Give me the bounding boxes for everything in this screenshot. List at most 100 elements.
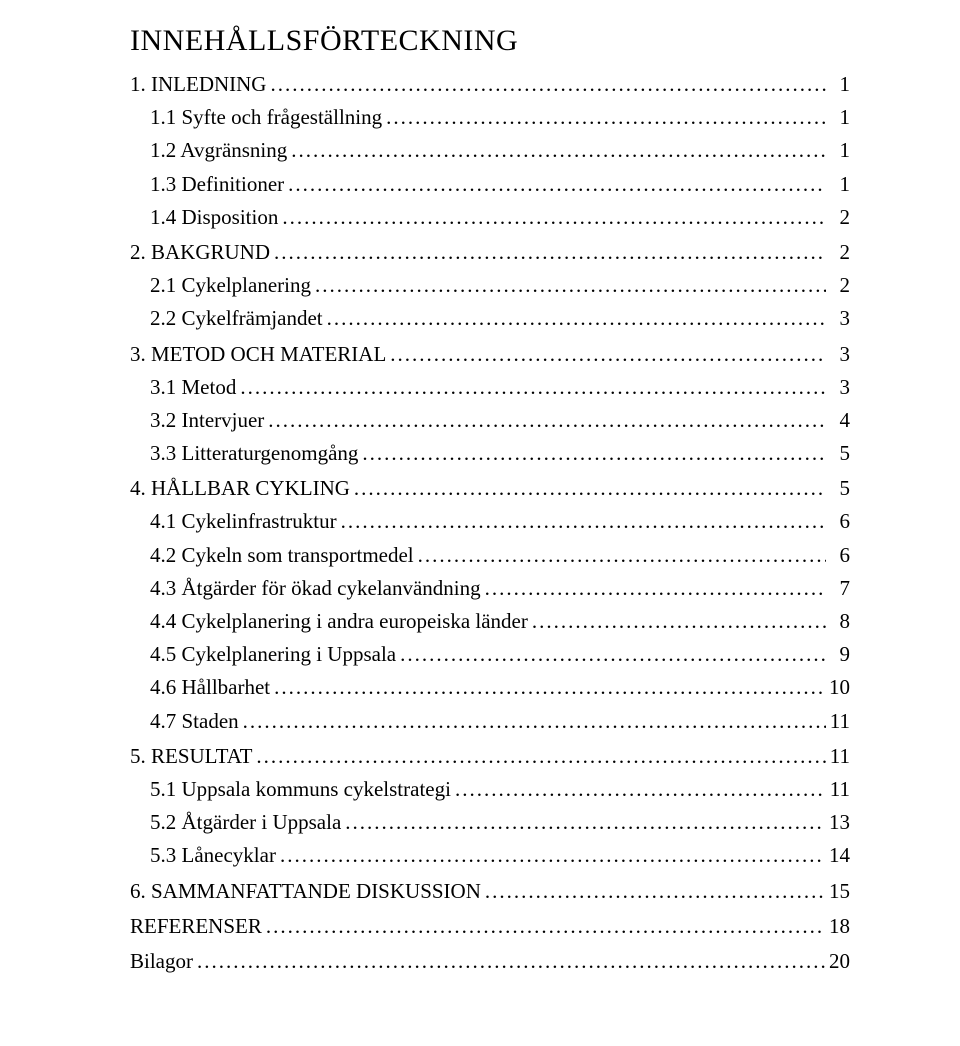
toc-entry-label: 1. INLEDNING [130, 72, 266, 97]
toc-entry[interactable]: REFERENSER 18 [130, 914, 850, 939]
toc-entry-label: 4.2 Cykeln som transportmedel [150, 543, 414, 568]
toc-entry-page: 1 [830, 105, 850, 130]
toc-entry[interactable]: 4.7 Staden 11 [130, 709, 850, 734]
toc-entry-label: 1.4 Disposition [150, 205, 278, 230]
toc-entry-page: 5 [830, 441, 850, 466]
toc-entry-label: 5. RESULTAT [130, 744, 252, 769]
toc-entry-label: 3.2 Intervjuer [150, 408, 264, 433]
toc-entry-page: 3 [830, 375, 850, 400]
toc-entry-page: 18 [829, 914, 850, 939]
toc-entry-label: 5.3 Lånecyklar [150, 843, 276, 868]
toc-entry-page: 14 [829, 843, 850, 868]
toc-entry-label: 1.2 Avgränsning [150, 138, 287, 163]
toc-leader-dots [291, 138, 826, 163]
toc-entry[interactable]: Bilagor 20 [130, 949, 850, 974]
toc-entry-label: 5.1 Uppsala kommuns cykelstrategi [150, 777, 451, 802]
toc-entry-label: 4.7 Staden [150, 709, 239, 734]
toc-entry-page: 6 [830, 509, 850, 534]
toc-leader-dots [532, 609, 826, 634]
toc-leader-dots [268, 408, 826, 433]
toc-entry[interactable]: 1.4 Disposition2 [130, 205, 850, 230]
toc-leader-dots [327, 306, 826, 331]
toc-entry-page: 9 [830, 642, 850, 667]
toc-entry[interactable]: 4.2 Cykeln som transportmedel 6 [130, 543, 850, 568]
toc-entry[interactable]: 4. HÅLLBAR CYKLING 5 [130, 476, 850, 501]
toc-leader-dots [270, 72, 826, 97]
toc-leader-dots [282, 205, 826, 230]
toc-entry[interactable]: 5. RESULTAT 11 [130, 744, 850, 769]
toc-leader-dots [455, 777, 826, 802]
toc-entry-label: 4.3 Åtgärder för ökad cykelanvändning [150, 576, 481, 601]
toc-entry[interactable]: 3.1 Metod 3 [130, 375, 850, 400]
toc-entry-page: 20 [829, 949, 850, 974]
toc-entry[interactable]: 2. BAKGRUND 2 [130, 240, 850, 265]
toc-entry-label: 3. METOD OCH MATERIAL [130, 342, 386, 367]
toc-entry[interactable]: 4.4 Cykelplanering i andra europeiska lä… [130, 609, 850, 634]
toc-entry-label: 2. BAKGRUND [130, 240, 270, 265]
toc-entry-page: 4 [830, 408, 850, 433]
toc-leader-dots [274, 240, 826, 265]
toc-entry-label: 4.5 Cykelplanering i Uppsala [150, 642, 396, 667]
toc-entry[interactable]: 3. METOD OCH MATERIAL 3 [130, 342, 850, 367]
page: INNEHÅLLSFÖRTECKNING 1. INLEDNING11.1 Sy… [0, 0, 960, 1046]
toc-entry[interactable]: 5.2 Åtgärder i Uppsala13 [130, 810, 850, 835]
toc-leader-dots [280, 843, 825, 868]
toc-entry-page: 2 [830, 240, 850, 265]
toc-leader-dots [362, 441, 826, 466]
toc-leader-dots [288, 172, 826, 197]
toc-entry-page: 8 [830, 609, 850, 634]
toc-entry[interactable]: 1.1 Syfte och frågeställning 1 [130, 105, 850, 130]
toc-title: INNEHÅLLSFÖRTECKNING [130, 24, 850, 58]
toc-entry[interactable]: 4.3 Åtgärder för ökad cykelanvändning 7 [130, 576, 850, 601]
toc-entry-label: 2.1 Cykelplanering [150, 273, 311, 298]
toc-leader-dots [341, 509, 826, 534]
toc-entry-label: 4.1 Cykelinfrastruktur [150, 509, 337, 534]
toc-leader-dots [386, 105, 826, 130]
toc-entry-page: 1 [830, 138, 850, 163]
toc-entry[interactable]: 4.1 Cykelinfrastruktur 6 [130, 509, 850, 534]
toc-leader-dots [240, 375, 826, 400]
toc-entry[interactable]: 1.3 Definitioner 1 [130, 172, 850, 197]
toc-entry-page: 11 [830, 777, 850, 802]
toc-entry[interactable]: 1.2 Avgränsning 1 [130, 138, 850, 163]
toc-leader-dots [274, 675, 825, 700]
toc-leader-dots [390, 342, 826, 367]
toc-entry-page: 3 [830, 342, 850, 367]
toc-entry-page: 2 [830, 273, 850, 298]
toc-entry[interactable]: 1. INLEDNING1 [130, 72, 850, 97]
toc-entry-page: 1 [830, 172, 850, 197]
toc-entry-label: REFERENSER [130, 914, 262, 939]
toc-entry-label: 3.1 Metod [150, 375, 236, 400]
toc-entry[interactable]: 4.6 Hållbarhet10 [130, 675, 850, 700]
toc-entry[interactable]: 2.1 Cykelplanering 2 [130, 273, 850, 298]
toc-entry-label: 6. SAMMANFATTANDE DISKUSSION [130, 879, 481, 904]
toc-entry-page: 11 [830, 744, 850, 769]
toc-entry-label: 1.1 Syfte och frågeställning [150, 105, 382, 130]
toc-entry[interactable]: 5.1 Uppsala kommuns cykelstrategi 11 [130, 777, 850, 802]
toc-entry-page: 3 [830, 306, 850, 331]
toc-entry[interactable]: 4.5 Cykelplanering i Uppsala 9 [130, 642, 850, 667]
toc-leader-dots [354, 476, 826, 501]
toc-entry-label: 3.3 Litteraturgenomgång [150, 441, 358, 466]
toc-entry-page: 5 [830, 476, 850, 501]
toc-leader-dots [345, 810, 825, 835]
toc-entry[interactable]: 3.2 Intervjuer 4 [130, 408, 850, 433]
toc-entry-label: 1.3 Definitioner [150, 172, 284, 197]
toc-leader-dots [197, 949, 825, 974]
toc-entry-page: 11 [830, 709, 850, 734]
toc-list: 1. INLEDNING11.1 Syfte och frågeställnin… [130, 72, 850, 974]
toc-leader-dots [256, 744, 825, 769]
toc-leader-dots [485, 576, 826, 601]
toc-entry-label: Bilagor [130, 949, 193, 974]
toc-entry-label: 4.4 Cykelplanering i andra europeiska lä… [150, 609, 528, 634]
toc-entry[interactable]: 5.3 Lånecyklar 14 [130, 843, 850, 868]
toc-entry-page: 6 [830, 543, 850, 568]
toc-entry[interactable]: 2.2 Cykelfrämjandet3 [130, 306, 850, 331]
toc-entry-page: 7 [830, 576, 850, 601]
toc-leader-dots [485, 879, 825, 904]
toc-entry[interactable]: 3.3 Litteraturgenomgång 5 [130, 441, 850, 466]
toc-entry-label: 4. HÅLLBAR CYKLING [130, 476, 350, 501]
toc-entry-label: 5.2 Åtgärder i Uppsala [150, 810, 341, 835]
toc-leader-dots [315, 273, 826, 298]
toc-entry[interactable]: 6. SAMMANFATTANDE DISKUSSION15 [130, 879, 850, 904]
